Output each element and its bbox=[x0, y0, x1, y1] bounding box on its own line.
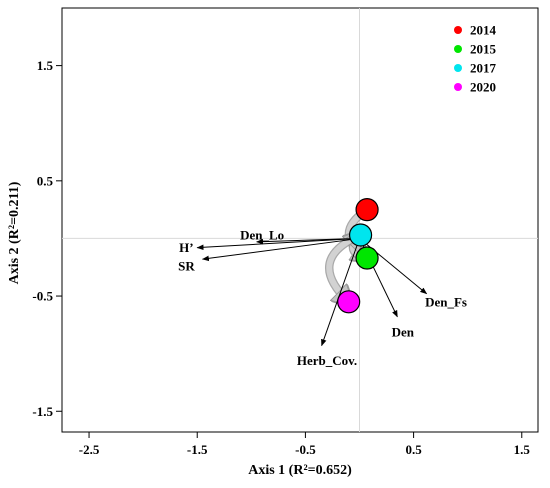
point-2020 bbox=[337, 290, 361, 314]
legend-label: 2014 bbox=[470, 23, 497, 38]
legend-label: 2015 bbox=[470, 42, 497, 57]
vector-arrow bbox=[196, 237, 360, 251]
point-2017 bbox=[348, 223, 373, 247]
vector-arrow bbox=[201, 237, 360, 262]
vector-arrow bbox=[321, 238, 360, 347]
legend-label: 2020 bbox=[470, 80, 496, 95]
vector-label: Den_Fs bbox=[425, 294, 467, 309]
vector-label: SR bbox=[178, 259, 195, 274]
legend-marker bbox=[454, 83, 462, 91]
y-axis-title: Axis 2 (R²=0.211) bbox=[7, 181, 22, 284]
x-tick-label: -0.5 bbox=[295, 442, 316, 457]
point-2014 bbox=[355, 198, 379, 222]
vector-label: Den_Lo bbox=[240, 227, 284, 242]
x-axis-title: Axis 1 (R²=0.652) bbox=[248, 463, 352, 478]
y-tick-label: -0.5 bbox=[32, 289, 53, 304]
vector-label: H’ bbox=[179, 240, 193, 255]
x-tick-label: 1.5 bbox=[514, 442, 531, 457]
vector-label: Herb_Cov. bbox=[297, 353, 357, 368]
vector-label: Den bbox=[392, 324, 415, 339]
point-2015 bbox=[355, 246, 379, 270]
legend-marker bbox=[454, 45, 462, 53]
y-tick-label: -1.5 bbox=[32, 404, 53, 419]
x-tick-label: 0.5 bbox=[405, 442, 422, 457]
legend-marker bbox=[454, 64, 462, 72]
legend-label: 2017 bbox=[470, 61, 497, 76]
legend-marker bbox=[454, 26, 462, 34]
y-tick-label: 1.5 bbox=[37, 58, 54, 73]
x-tick-label: -2.5 bbox=[79, 442, 100, 457]
y-tick-label: 0.5 bbox=[37, 173, 54, 188]
plot-frame bbox=[61, 7, 539, 433]
x-tick-label: -1.5 bbox=[187, 442, 208, 457]
